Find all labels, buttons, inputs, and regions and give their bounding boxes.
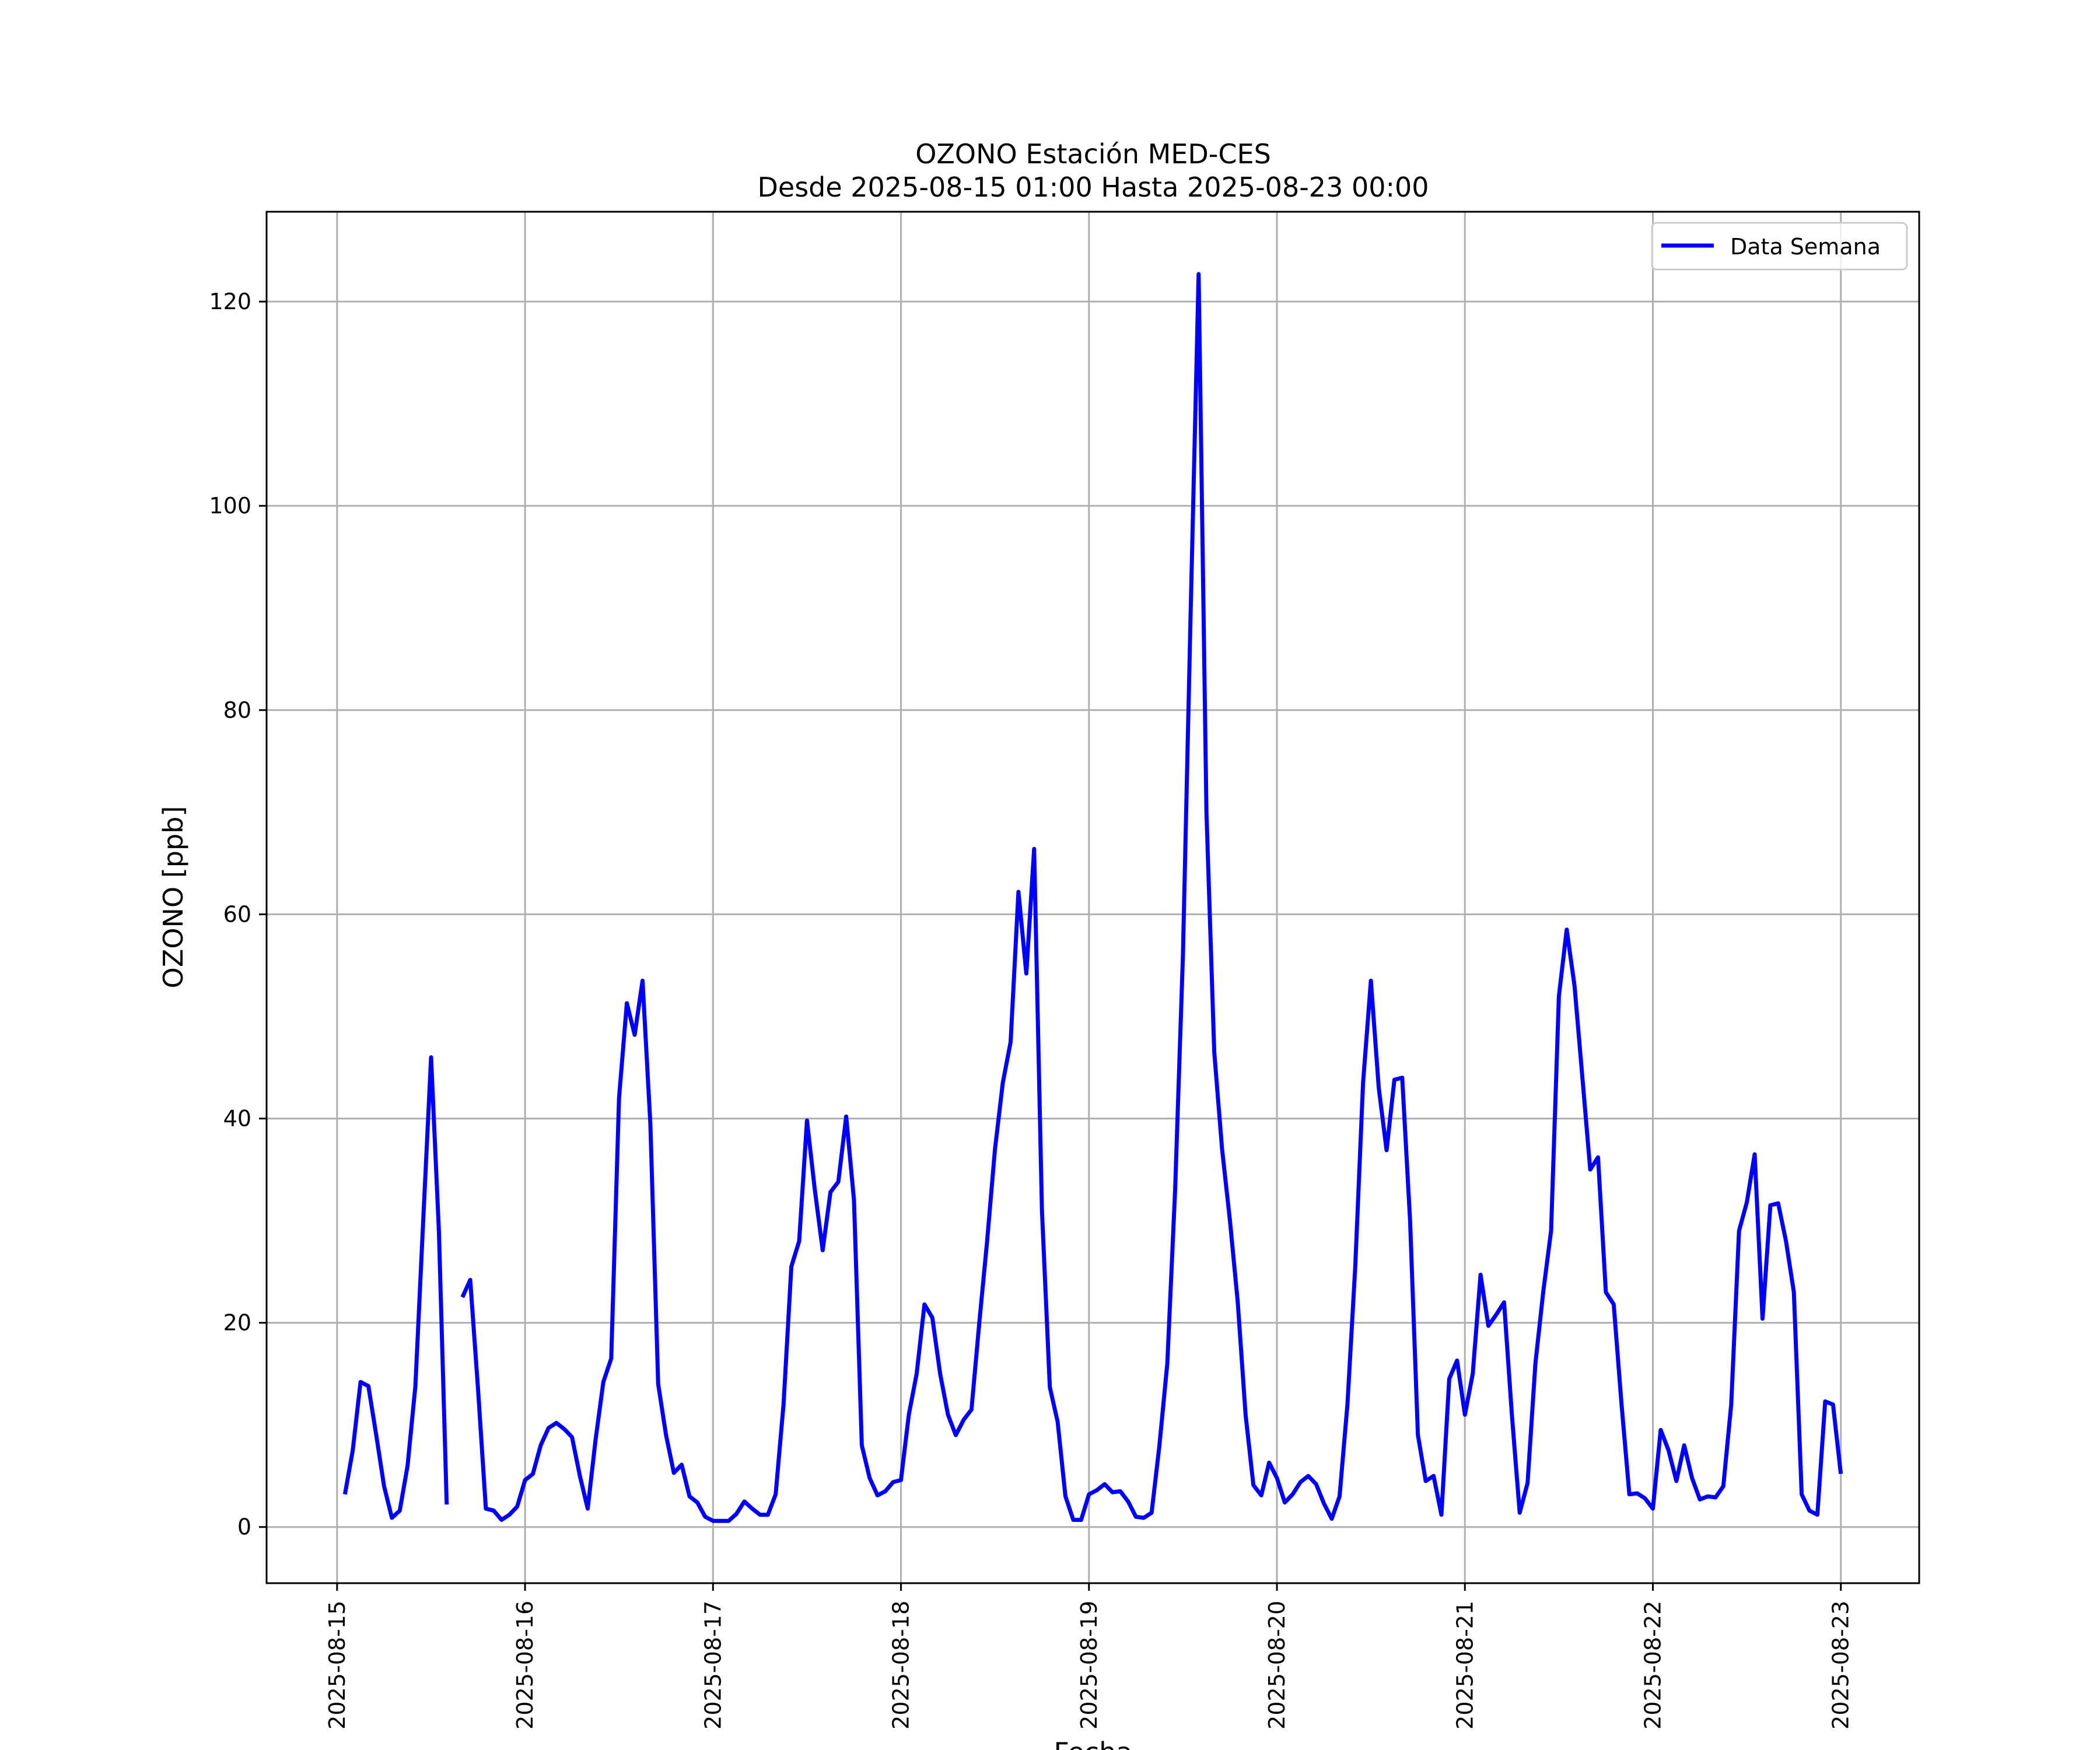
x-tick-label: 2025-08-16	[512, 1601, 538, 1730]
grid-lines	[267, 212, 1919, 1583]
x-tick-label: 2025-08-23	[1828, 1601, 1854, 1730]
y-tick-label: 100	[209, 493, 251, 519]
y-tick-label: 80	[223, 697, 251, 723]
x-tick-label: 2025-08-22	[1640, 1601, 1665, 1730]
x-tick-label: 2025-08-15	[324, 1601, 350, 1730]
y-tick-label: 20	[223, 1310, 251, 1336]
x-tick-label: 2025-08-19	[1076, 1601, 1102, 1730]
y-tick-label: 40	[223, 1105, 251, 1131]
y-tick-label: 60	[223, 901, 251, 927]
y-tick-label: 120	[209, 289, 251, 314]
x-tick-label: 2025-08-17	[700, 1601, 726, 1730]
y-axis-ticks: 0 20 40 60 80 100 120	[209, 289, 267, 1540]
x-axis-ticks: 2025-08-15 2025-08-16 2025-08-17 2025-08-18…	[324, 1583, 1854, 1730]
legend: Data Semana	[1651, 222, 1908, 271]
legend-box	[1651, 222, 1908, 271]
x-axis-label: Fecha	[1054, 1737, 1133, 1750]
plot-area-frame	[265, 211, 1920, 1584]
y-axis-label: OZONO [ppb]	[158, 806, 189, 989]
series-line-segment	[342, 1055, 449, 1520]
chart-title: OZONO Estación MED-CES	[915, 138, 1271, 170]
x-tick-label: 2025-08-20	[1264, 1601, 1290, 1730]
x-tick-label: 2025-08-18	[888, 1601, 914, 1730]
x-tick-label: 2025-08-21	[1452, 1601, 1478, 1730]
series-line-segment	[460, 272, 1843, 1523]
legend-label: Data Semana	[1730, 234, 1881, 260]
chart-subtitle: Desde 2025-08-15 01:00 Hasta 2025-08-23 …	[757, 172, 1429, 203]
series-lines	[342, 272, 1843, 1523]
y-tick-label: 0	[237, 1514, 251, 1540]
